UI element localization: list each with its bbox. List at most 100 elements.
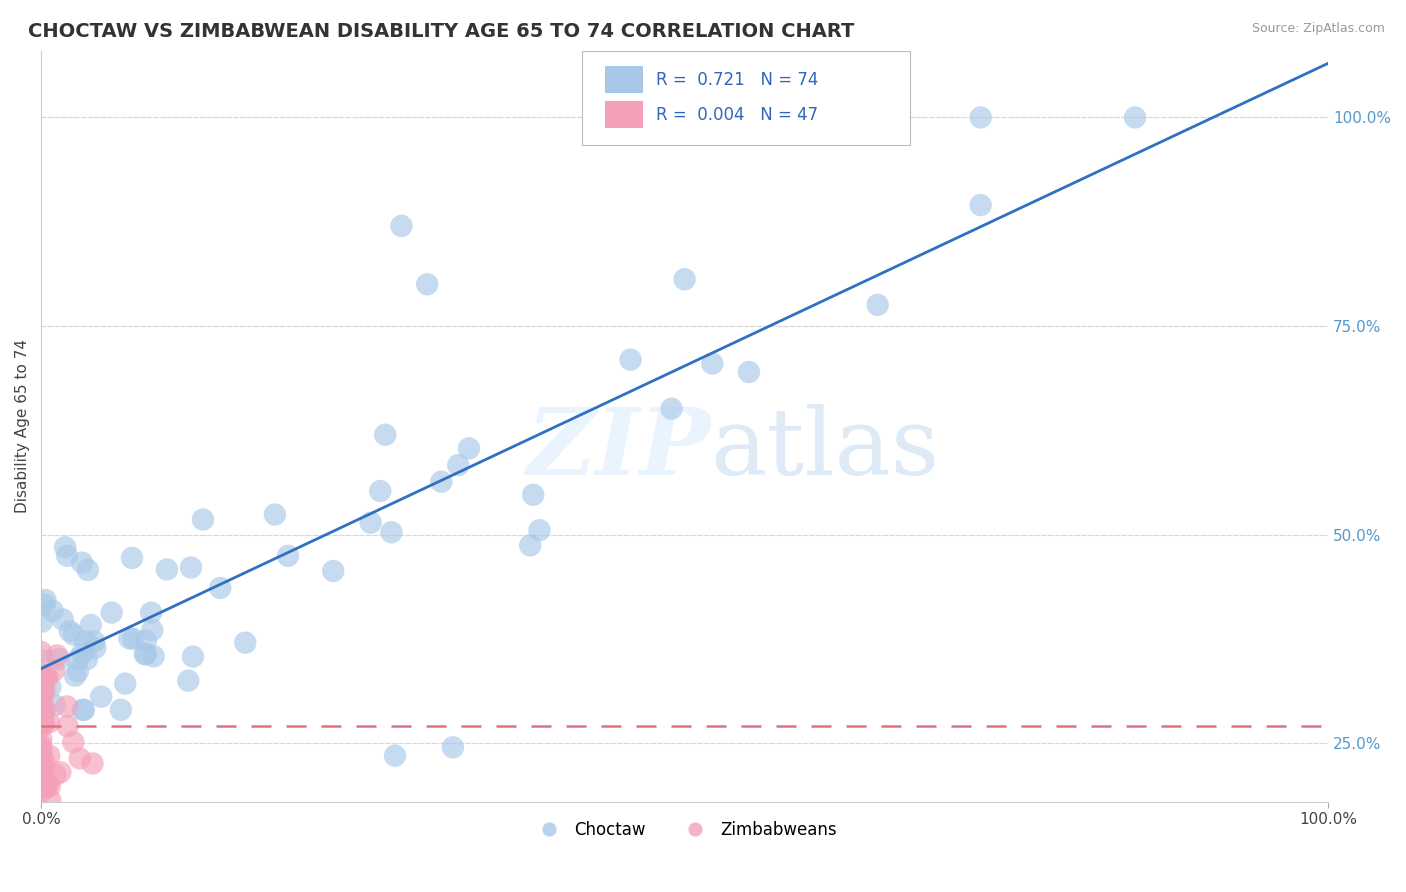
Point <box>374 427 396 442</box>
Point <box>135 647 157 661</box>
Point <box>35 780 58 794</box>
Point <box>30 742 52 756</box>
Point <box>82 756 104 771</box>
Point <box>30 682 52 697</box>
Point <box>519 538 541 552</box>
Legend: Choctaw, Zimbabweans: Choctaw, Zimbabweans <box>526 814 844 846</box>
Point <box>63 669 86 683</box>
Point <box>56 549 79 563</box>
Point <box>32 754 55 768</box>
Point <box>59 624 82 639</box>
Point <box>34 701 56 715</box>
Text: R =  0.004   N = 47: R = 0.004 N = 47 <box>657 105 818 123</box>
Point <box>66 653 89 667</box>
Point <box>53 540 76 554</box>
Point <box>31 678 53 692</box>
Point <box>31 774 53 789</box>
Point <box>100 606 122 620</box>
Point <box>30 701 52 715</box>
Point <box>34 683 56 698</box>
Point <box>529 523 551 537</box>
Point <box>135 633 157 648</box>
Point <box>35 671 58 685</box>
Point <box>673 272 696 286</box>
Bar <box>605 101 644 128</box>
Point <box>738 365 761 379</box>
Point <box>83 634 105 648</box>
Point <box>142 649 165 664</box>
Point <box>38 780 60 794</box>
Point <box>969 198 991 212</box>
Point <box>264 508 287 522</box>
Text: R =  0.721   N = 74: R = 0.721 N = 74 <box>657 71 818 89</box>
Point <box>34 775 56 789</box>
Point <box>42 604 65 618</box>
Point <box>69 751 91 765</box>
Point <box>866 298 889 312</box>
Point <box>84 640 107 655</box>
Point <box>31 615 53 629</box>
Point <box>52 612 75 626</box>
Point <box>30 732 52 747</box>
Point <box>56 699 79 714</box>
Point <box>31 715 53 730</box>
Point <box>368 483 391 498</box>
Point <box>30 739 52 753</box>
Bar <box>605 66 644 94</box>
Point <box>391 219 413 233</box>
Point <box>1123 111 1146 125</box>
Text: CHOCTAW VS ZIMBABWEAN DISABILITY AGE 65 TO 74 CORRELATION CHART: CHOCTAW VS ZIMBABWEAN DISABILITY AGE 65 … <box>28 22 855 41</box>
Point <box>30 645 52 659</box>
Point <box>32 703 55 717</box>
Point <box>30 704 52 718</box>
Point <box>122 632 145 646</box>
Point <box>233 636 256 650</box>
Text: Source: ZipAtlas.com: Source: ZipAtlas.com <box>1251 22 1385 36</box>
Point <box>80 618 103 632</box>
Point <box>39 680 62 694</box>
Point <box>42 664 65 678</box>
Point <box>37 670 59 684</box>
Point <box>90 690 112 704</box>
Point <box>118 632 141 646</box>
Point <box>416 277 439 292</box>
Point <box>30 747 52 761</box>
FancyBboxPatch shape <box>582 51 910 145</box>
Point <box>30 784 52 798</box>
Point <box>31 686 53 700</box>
Point <box>31 682 53 697</box>
Point <box>70 647 93 661</box>
Point <box>156 562 179 576</box>
Point <box>39 793 62 807</box>
Point <box>384 748 406 763</box>
Text: ZIP: ZIP <box>526 404 710 493</box>
Point <box>380 525 402 540</box>
Point <box>134 647 156 661</box>
Point <box>73 703 96 717</box>
Point <box>522 488 544 502</box>
Point <box>38 748 60 763</box>
Point <box>141 623 163 637</box>
Point <box>31 673 53 688</box>
Point <box>32 687 55 701</box>
Point <box>32 707 55 722</box>
Point <box>177 673 200 688</box>
Point <box>70 556 93 570</box>
Point <box>31 775 53 789</box>
Point <box>661 401 683 416</box>
Point <box>76 652 98 666</box>
Point <box>77 563 100 577</box>
Point <box>66 664 89 678</box>
Point <box>277 549 299 563</box>
Point <box>110 703 132 717</box>
Text: atlas: atlas <box>710 404 939 493</box>
Point <box>191 512 214 526</box>
Point <box>141 606 163 620</box>
Point <box>72 703 94 717</box>
Point <box>32 762 55 776</box>
Point <box>63 627 86 641</box>
Point <box>30 705 52 719</box>
Point <box>56 719 79 733</box>
Point <box>430 475 453 489</box>
Point <box>30 667 52 681</box>
